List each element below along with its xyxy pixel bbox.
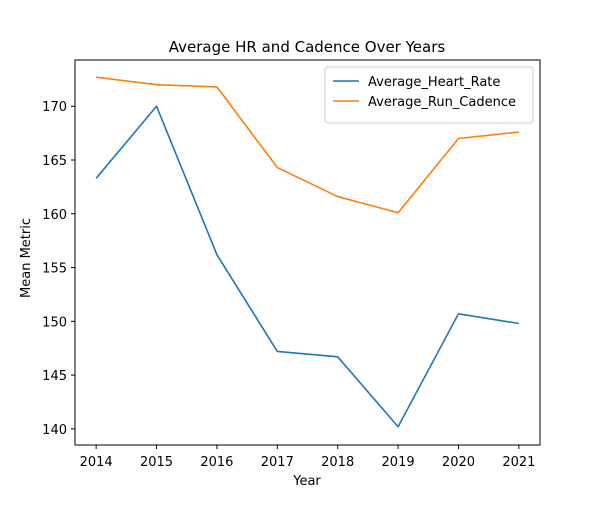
y-tick-label-140: 140 — [42, 423, 67, 438]
x-tick-label-2017: 2017 — [261, 455, 294, 470]
y-tick-label-155: 155 — [42, 262, 67, 277]
legend: Average_Heart_Rate Average_Run_Cadence — [325, 67, 533, 123]
x-tick-label-2018: 2018 — [321, 455, 354, 470]
y-axis-label: Mean Metric — [19, 218, 34, 298]
y-tick-label-170: 170 — [42, 100, 67, 115]
legend-label-Average_Heart_Rate: Average_Heart_Rate — [368, 75, 500, 90]
legend-label-Average_Run_Cadence: Average_Run_Cadence — [368, 95, 516, 110]
chart-title: Average HR and Cadence Over Years — [169, 38, 446, 56]
x-tick-label-2015: 2015 — [140, 455, 173, 470]
x-tick-label-2016: 2016 — [200, 455, 233, 470]
x-tick-label-2019: 2019 — [382, 455, 415, 470]
y-tick-label-165: 165 — [42, 154, 67, 169]
x-tick-label-2021: 2021 — [502, 455, 535, 470]
y-tick-label-150: 150 — [42, 315, 67, 330]
x-tick-label-2020: 2020 — [442, 455, 475, 470]
x-axis-label: Year — [292, 474, 321, 489]
y-tick-label-145: 145 — [42, 369, 67, 384]
y-tick-label-160: 160 — [42, 208, 67, 223]
x-tick-label-2014: 2014 — [80, 455, 113, 470]
